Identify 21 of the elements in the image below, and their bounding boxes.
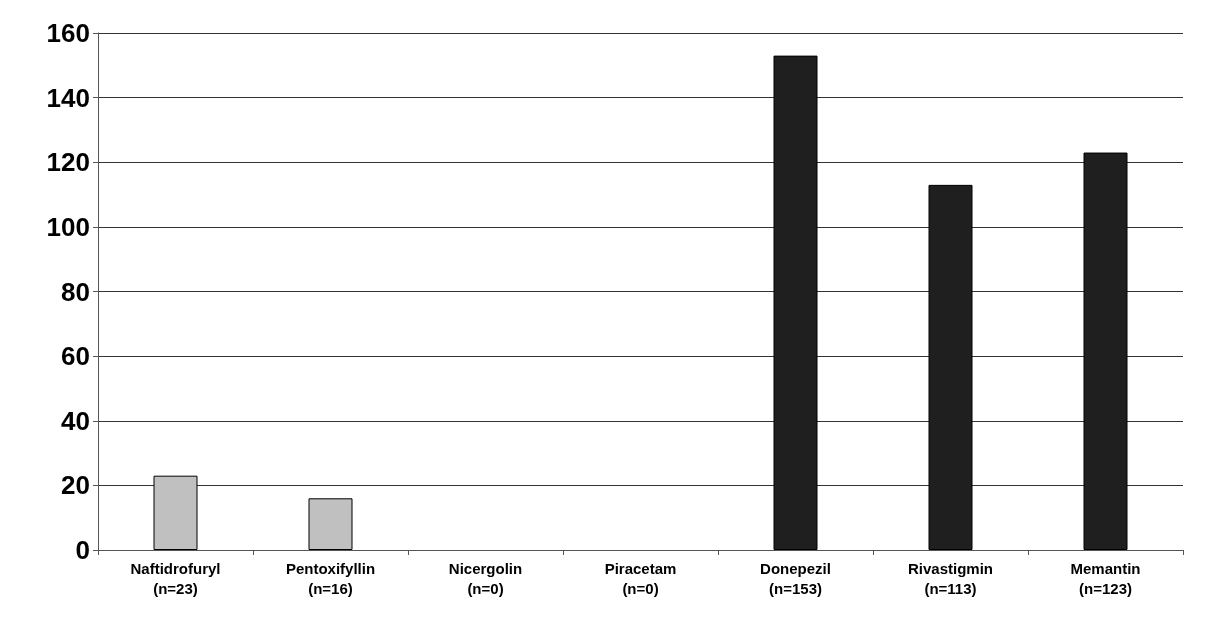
bar xyxy=(153,475,198,550)
y-tick-label: 40 xyxy=(61,405,90,436)
bar xyxy=(308,498,353,550)
y-tick-label: 20 xyxy=(61,470,90,501)
bar xyxy=(928,184,973,550)
x-tick-label: Rivastigmin (n=113) xyxy=(907,559,994,597)
y-tick-label: 160 xyxy=(46,18,90,48)
x-tick-label: Memantin (n=123) xyxy=(1070,559,1141,597)
bar xyxy=(773,55,818,550)
y-tick-label: 100 xyxy=(46,211,90,242)
y-tick-label: 120 xyxy=(46,147,90,178)
y-tick-label: 60 xyxy=(61,341,90,372)
x-tick-label: Naftidrofuryl (n=23) xyxy=(130,559,221,597)
x-tick-label: Donepezil (n=153) xyxy=(760,559,831,597)
x-tick-label: Pentoxifyllin (n=16) xyxy=(285,559,376,597)
y-tick-label: 0 xyxy=(75,535,90,565)
x-tick-label: Piracetam (n=0) xyxy=(604,559,677,597)
x-tick-label: Nicergolin (n=0) xyxy=(448,559,523,597)
bar xyxy=(1083,152,1128,550)
y-tick-label: 140 xyxy=(46,82,90,113)
y-tick-label: 80 xyxy=(61,276,90,307)
